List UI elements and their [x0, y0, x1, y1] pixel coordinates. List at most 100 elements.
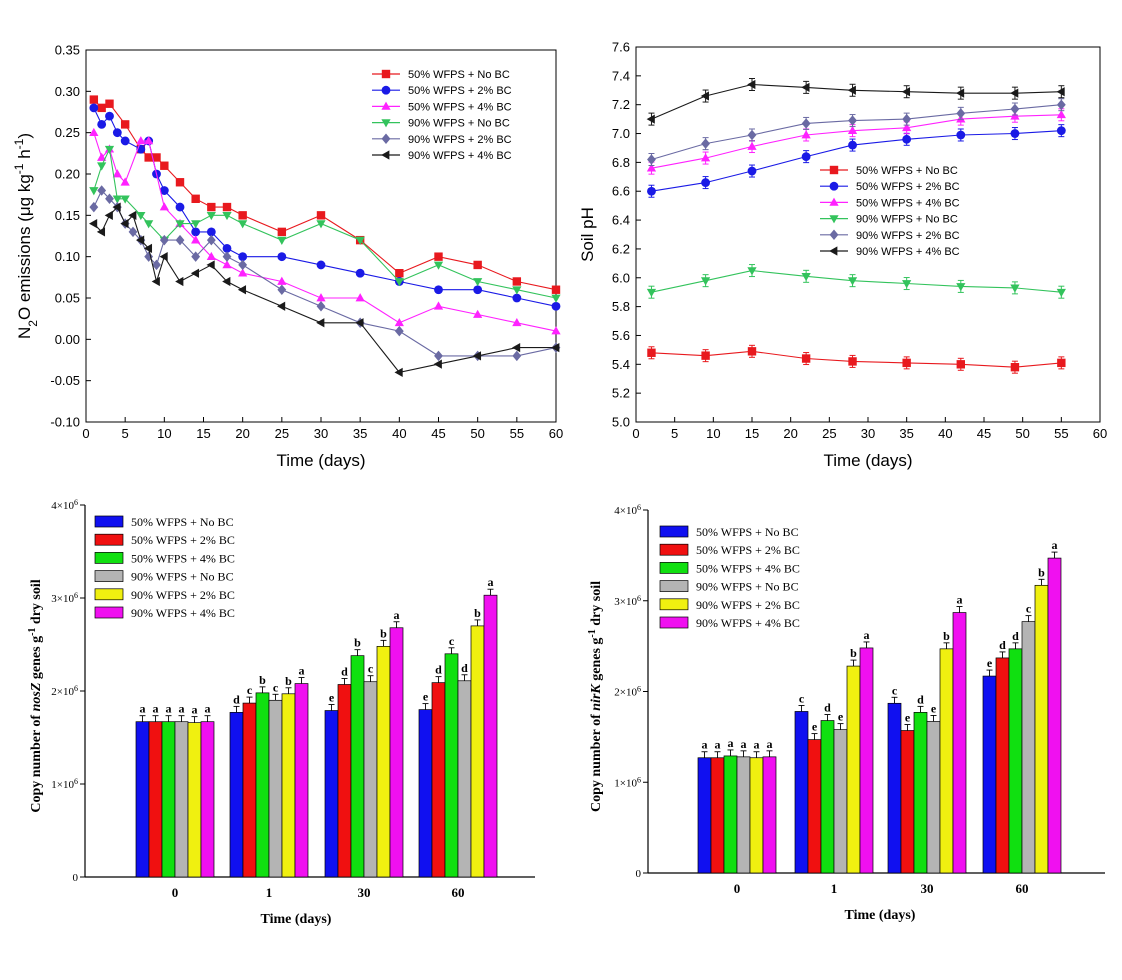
bar [418, 709, 433, 878]
bar [229, 712, 244, 878]
legend-label: 50% WFPS + No BC [131, 515, 234, 529]
y-tick-label: 0.25 [55, 125, 80, 140]
data-point [956, 283, 966, 292]
legend-marker [829, 181, 839, 191]
bar [281, 693, 296, 878]
data-point [1010, 88, 1019, 98]
x-tick-label: 30 [861, 426, 875, 441]
data-point [144, 136, 154, 145]
data-point [956, 108, 966, 119]
legend-label: 90% WFPS + 2% BC [131, 588, 235, 602]
data-point [434, 252, 443, 261]
data-point [847, 85, 856, 95]
data-point [801, 130, 811, 139]
data-point [175, 178, 185, 187]
bar [457, 680, 472, 878]
y-tick-label: -0.10 [50, 415, 80, 430]
data-point [512, 342, 521, 353]
data-point [120, 195, 130, 204]
legend-swatch [94, 552, 124, 564]
y-axis-label: Copy number of nosZ genes g-1 dry soil [27, 579, 45, 812]
y-tick-label: 2×106 [51, 684, 78, 699]
data-point [316, 318, 325, 328]
x-tick-label: 50 [1015, 426, 1029, 441]
data-point [89, 103, 99, 113]
significance-letter: a [754, 738, 760, 752]
data-point [105, 111, 114, 121]
bar [174, 721, 189, 878]
bar [135, 721, 150, 878]
data-point [159, 252, 168, 262]
x-tick-label: 0 [632, 426, 639, 441]
significance-letter: d [341, 664, 348, 678]
y-tick-label: 0.05 [55, 291, 80, 306]
bar [846, 665, 861, 874]
data-point [512, 350, 522, 362]
data-point [277, 284, 287, 295]
series-5 [647, 98, 1066, 166]
legend-label: 90% WFPS + 4% BC [131, 606, 235, 620]
data-point [473, 278, 483, 287]
significance-letter: c [247, 683, 253, 697]
x-tick-label: 0 [82, 426, 89, 441]
legend-label: 90% WFPS + 4% BC [408, 150, 512, 162]
significance-letter: e [931, 701, 937, 715]
significance-letter: e [905, 711, 911, 725]
legend-swatch [94, 515, 124, 528]
legend-swatch [659, 543, 689, 556]
x-tick-label: 1 [266, 885, 273, 900]
x-tick-label: 10 [706, 426, 720, 441]
data-point [355, 318, 364, 328]
significance-letter: a [728, 736, 734, 750]
data-point [512, 317, 522, 327]
x-tick-label: 40 [392, 426, 406, 441]
data-point [97, 119, 107, 129]
significance-letter: a [702, 738, 708, 752]
bar [859, 647, 874, 874]
legend-swatch [659, 616, 689, 629]
data-point [277, 236, 287, 245]
y-tick-label: 3×106 [614, 593, 641, 608]
data-point [1010, 129, 1020, 138]
data-point [956, 360, 965, 369]
bar [762, 756, 777, 874]
data-point [97, 103, 106, 113]
y-axis-label: Copy number of nirK genes g-1 dry soil [587, 581, 605, 812]
significance-letter: e [812, 720, 818, 734]
x-tick-label: 5 [122, 426, 129, 441]
significance-letter: c [273, 680, 279, 694]
data-point [647, 348, 656, 357]
bar [294, 683, 309, 878]
legend-marker [829, 229, 839, 241]
data-point [901, 87, 911, 97]
data-point [848, 115, 857, 126]
data-point [747, 166, 757, 176]
series-1 [89, 95, 561, 294]
x-axis-label: Time (days) [261, 912, 332, 927]
x-tick-label: 30 [921, 881, 934, 896]
data-point [277, 227, 287, 237]
x-tick-label: 40 [938, 426, 952, 441]
y-axis-label: Soil pH [578, 207, 597, 262]
significance-letter: a [153, 702, 159, 716]
y-tick-label: 7.6 [612, 40, 630, 55]
data-point [902, 134, 912, 144]
legend-marker [381, 69, 391, 79]
y-tick-label: 0.20 [55, 167, 80, 182]
data-point [222, 276, 231, 287]
data-point [1056, 126, 1066, 136]
data-point [191, 235, 201, 244]
y-tick-label: 6.2 [612, 241, 630, 256]
bar [337, 684, 352, 878]
x-tick-label: 10 [157, 426, 171, 441]
data-point [473, 309, 483, 318]
legend-marker [829, 215, 839, 224]
significance-letter: b [285, 674, 292, 688]
significance-letter: e [838, 710, 844, 724]
significance-letter: e [329, 691, 335, 705]
bar [913, 712, 928, 874]
data-point [175, 202, 185, 212]
data-point [191, 194, 200, 203]
series-1 [647, 344, 1066, 374]
x-tick-label: 60 [549, 426, 563, 441]
